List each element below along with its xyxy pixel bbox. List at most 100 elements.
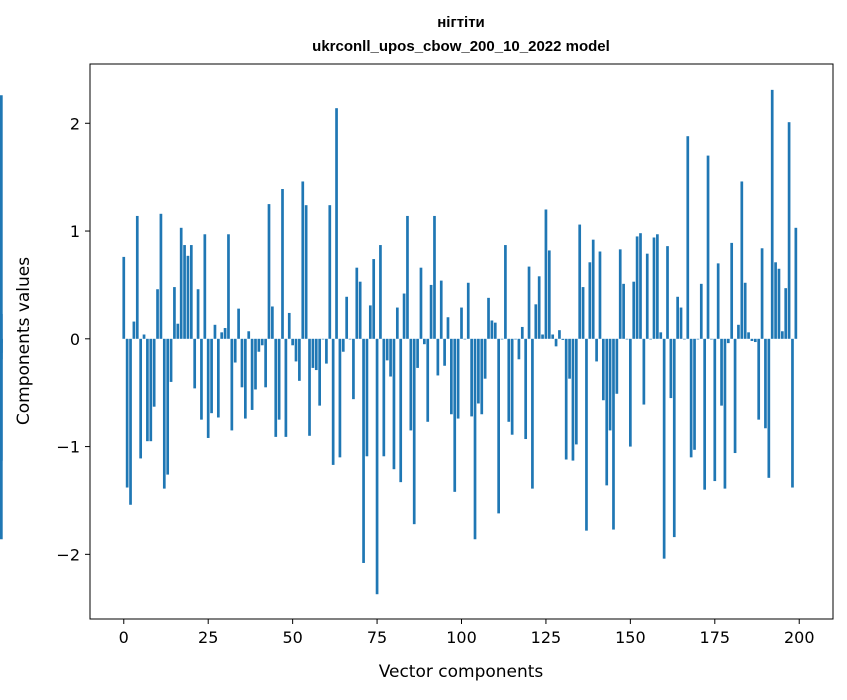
bar-8 [149,338,153,442]
bar-190 [764,338,767,429]
bar-141 [598,251,602,339]
bar-187 [753,338,757,343]
bar-93 [436,338,440,376]
bar-150 [629,338,632,447]
bar-126 [547,250,551,339]
bar-168 [689,338,693,458]
bar-52 [298,338,301,381]
bar-28 [216,338,220,418]
bar-115 [510,338,514,435]
bar-164 [676,296,679,339]
bar-104 [473,338,477,540]
bar-46 [277,338,281,420]
bar-70 [358,281,362,339]
bar-74 [372,259,376,339]
bar-162 [669,338,673,399]
bar-145 [612,338,615,530]
bar-133 [571,338,575,461]
bar-152 [635,236,639,339]
bar-131 [564,338,568,460]
bar-198 [791,338,794,488]
bar-132 [568,338,571,379]
bar-183 [740,181,744,339]
bar-89 [423,338,426,345]
bar-3 [132,321,136,339]
bars-group [0,89,798,595]
bar-108 [487,297,490,339]
bar-185 [747,332,750,339]
bar-192 [770,89,774,339]
bar-97 [450,338,453,415]
bar-29 [220,332,224,339]
bar-148 [622,283,625,339]
bar-155 [645,253,649,339]
bar-112 [500,338,504,340]
bar-82 [399,338,403,483]
bar-199 [794,227,798,339]
bar-1 [125,338,129,488]
bar-7 [146,338,149,442]
bar-69 [355,267,359,339]
x-axis-label: Vector components [379,662,544,682]
bar-188 [757,338,761,420]
bar-130 [561,338,565,340]
y-tick-label: 1 [70,222,80,241]
bar-172 [703,338,707,490]
bar-26 [210,338,213,414]
bar-143 [605,338,609,486]
bar-107 [483,338,487,379]
y-axis-label: Components values [14,257,34,425]
bar-195 [780,331,784,339]
bar-98 [453,338,457,492]
bar-180 [730,242,734,339]
bar-41 [260,338,264,346]
bar-2 [129,338,132,505]
bar-169 [693,338,696,450]
bar-154 [642,338,646,405]
bar-33 [233,338,237,363]
bar-94 [439,280,443,339]
bar-92 [433,215,436,339]
x-tick-label: 75 [367,628,387,647]
bar-109 [490,320,494,339]
bar-122 [534,304,538,339]
x-axis-ticks: 0 25 50 75 100 125 150 175 200 [119,619,815,647]
bar-176 [716,263,720,339]
bar-54 [304,205,308,339]
bar-151 [632,281,636,339]
bar-173 [706,155,710,339]
x-tick-label: 0 [119,628,129,647]
bar-116 [514,338,517,340]
bar-60 [325,338,328,364]
bar-50 [291,338,294,346]
bar-39 [254,338,257,390]
bar-40 [257,338,261,352]
bar-170 [696,338,700,340]
bar-24 [203,234,207,339]
bar-138 [588,262,592,339]
bar-27 [213,324,217,339]
bar-91 [429,284,433,339]
bar-160 [662,338,666,559]
bar-11 [159,213,163,339]
bar-127 [551,334,555,339]
bar-114 [507,338,511,422]
y-tick-label: 0 [70,330,80,349]
bar-123 [537,276,541,339]
bar-102 [466,282,470,339]
bar-128 [554,338,558,347]
bar-19 [186,255,190,339]
x-tick-label: 100 [446,628,477,647]
y-tick-label: 2 [70,114,80,133]
bar-90 [426,338,430,422]
bar-67 [348,338,352,340]
bar-16 [176,323,180,339]
bar-153 [639,233,642,339]
bar-44 [271,306,274,339]
bar-38 [250,338,254,410]
bar-157 [652,237,656,339]
bar-120 [527,266,531,339]
bar-80 [392,338,396,470]
bar-189 [760,248,764,339]
